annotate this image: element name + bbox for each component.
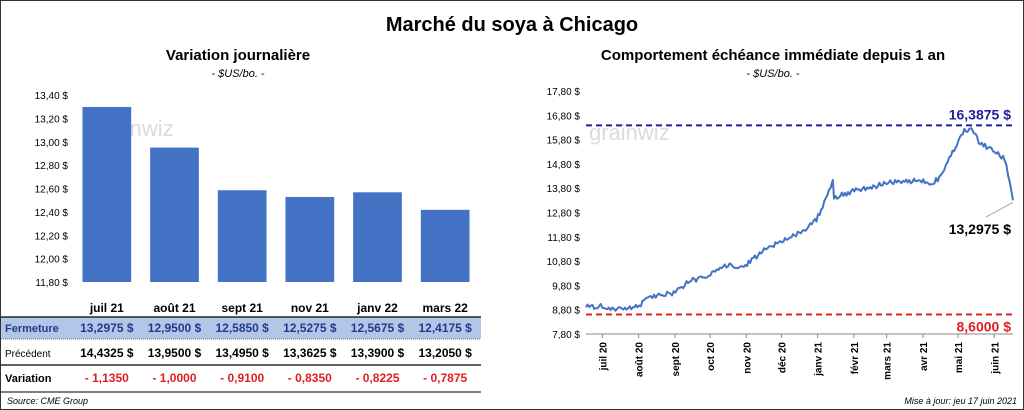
left-xtick-label: sept 21 [221,301,263,315]
right-chart-unit: - $US/bo. - [746,68,800,80]
right-ytick-label: 7,80 $ [552,330,580,341]
bar-août-21 [150,147,199,282]
left-chart-title: Variation journalière [166,47,310,64]
reference-lines: 16,3875 $ 8,6000 $ [586,106,1013,335]
bar-sept-21 [217,190,267,282]
table-cell: 12,5675 $ [351,321,405,335]
left-ytick-label: 12,20 $ [35,231,69,242]
right-xtick-label: juil 20 [598,342,609,372]
table-cell: 13,4950 $ [215,346,269,360]
price-line [585,127,1014,312]
right-ytick-label: 14,80 $ [547,160,581,171]
left-ytick-label: 13,40 $ [35,91,69,102]
bar-mars-22 [420,209,470,282]
price-line-series: 13,2975 $ [585,127,1014,312]
table-cell: 13,3900 $ [351,346,405,360]
left-ytick-label: 11,80 $ [35,278,68,289]
right-xtick-label: août 20 [635,342,646,377]
right-ytick-label: 12,80 $ [547,209,581,220]
left-bars [82,106,470,282]
right-xtick-label: mars 21 [883,342,894,380]
table-cell: 13,2050 $ [418,346,472,360]
bar-janv-22 [353,192,402,282]
left-ytick-label: 12,00 $ [35,255,69,266]
right-xtick-label: déc 20 [777,342,788,374]
table-cell: - 0,8225 [355,371,399,385]
right-ytick-label: 15,80 $ [547,136,581,147]
right-xtick-label: avr 21 [919,342,930,371]
table-cell: 13,2975 $ [80,321,134,335]
left-ytick-label: 13,00 $ [35,138,69,149]
left-ytick-label: 12,60 $ [35,185,69,196]
table-cell: 12,9500 $ [148,321,202,335]
update-note: Mise à jour: jeu 17 juin 2021 [904,396,1017,406]
table-cell: - 0,8350 [288,371,332,385]
right-xtick-label: juin 21 [990,342,1001,375]
right-ytick-label: 11,80 $ [547,233,580,244]
right-xtick-label: nov 20 [742,342,753,374]
left-x-axis: juil 21 août 21 sept 21 nov 21 janv 22 mars 2… [89,301,468,315]
table-cell: 12,4175 $ [418,321,472,335]
right-watermark: grainwiz [589,120,670,145]
right-ytick-label: 10,80 $ [547,257,581,268]
left-xtick-label: janv 22 [356,301,398,315]
right-xtick-label: sept 20 [671,342,682,377]
left-ytick-label: 12,40 $ [35,208,69,219]
right-y-axis: 17,80 $ 16,80 $ 15,80 $ 14,80 $ 13,80 $ 12,80… [547,87,581,341]
right-ytick-label: 13,80 $ [547,184,581,195]
right-ytick-label: 17,80 $ [547,87,581,98]
left-chart-unit: - $US/bo. - [211,68,265,80]
left-y-axis: 13,40 $ 13,20 $ 13,00 $ 12,80 $ 12,60 $ 12,40… [35,91,69,289]
table-row-label: Précédent [5,349,51,360]
right-xtick-label: janv 21 [814,342,825,377]
table-cell: 12,5850 $ [215,321,269,335]
table-cell: 13,3625 $ [283,346,337,360]
table-cell: 14,4325 $ [80,346,134,360]
right-chart-title: Comportement échéance immédiate depuis 1… [601,47,945,64]
left-xtick-label: juil 21 [89,301,124,315]
table-row-label: Fermeture [5,323,59,335]
right-xtick-label: oct 20 [706,342,717,371]
main-title: Marché du soya à Chicago [386,14,638,36]
last-value-label: 13,2975 $ [949,221,1011,237]
table-row-label: Variation [5,373,52,385]
right-ytick-label: 16,80 $ [547,111,581,122]
table-cell: - 0,9100 [220,371,264,385]
table-cell: 12,5275 $ [283,321,337,335]
table-cell: - 1,1350 [85,371,129,385]
left-ytick-label: 12,80 $ [35,161,69,172]
last-value-leader [985,201,1014,218]
bar-juil-21 [82,106,132,282]
table-cell: 13,9500 $ [148,346,202,360]
left-xtick-label: nov 21 [291,301,329,315]
left-xtick-label: août 21 [153,301,195,315]
bar-nov-21 [285,196,335,282]
table-row-highlight [1,317,481,339]
table-cell: - 0,7875 [423,371,467,385]
left-xtick-label: mars 22 [422,301,468,315]
low-reference-label: 8,6000 $ [957,319,1012,335]
table-cell: - 1,0000 [152,371,196,385]
right-xtick-label: mai 21 [954,342,965,374]
right-ytick-label: 9,80 $ [552,281,580,292]
price-table: Fermeture 13,2975 $ 12,9500 $ 12,5850 $ 12,5… [1,316,481,393]
high-reference-label: 16,3875 $ [949,106,1011,122]
right-xtick-label: févr 21 [850,342,861,375]
right-x-axis: juil 20 août 20 sept 20 oct 20 nov 20 déc 20 j… [586,333,1013,380]
right-ytick-label: 8,80 $ [552,306,580,317]
left-ytick-label: 13,20 $ [35,114,69,125]
source-note: Source: CME Group [7,396,88,406]
